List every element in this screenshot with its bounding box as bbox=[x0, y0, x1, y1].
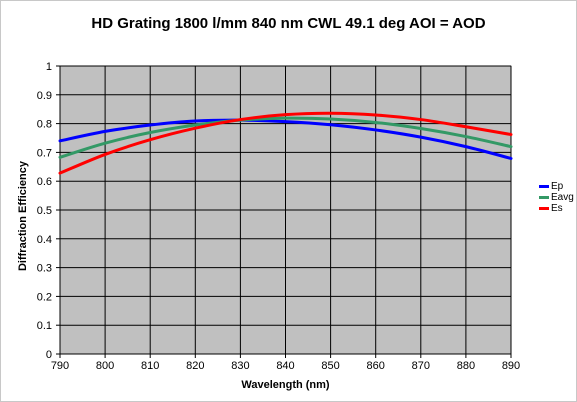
x-axis-title: Wavelength (nm) bbox=[241, 379, 330, 391]
y-tick-label: 0 bbox=[46, 349, 52, 361]
x-tick-label: 850 bbox=[321, 360, 339, 372]
x-tick-label: 880 bbox=[457, 360, 475, 372]
axes: 0 0.1 0.2 0.3 0.4 0.5 0.6 0.7 0.8 0.9 1 790 800 810 82… bbox=[37, 61, 520, 372]
legend-swatch bbox=[539, 196, 549, 199]
x-tick-label: 800 bbox=[96, 360, 114, 372]
legend-swatch bbox=[539, 207, 549, 210]
y-tick-label: 0.6 bbox=[37, 176, 52, 188]
chart-title: HD Grating 1800 l/mm 840 nm CWL 49.1 deg… bbox=[91, 15, 486, 32]
legend-item-eavg: Eavg bbox=[539, 192, 574, 203]
legend-label: Ep bbox=[551, 181, 564, 192]
y-tick-label: 0.4 bbox=[37, 234, 52, 246]
x-tick-label: 830 bbox=[231, 360, 249, 372]
x-tick-label: 810 bbox=[141, 360, 159, 372]
legend-item-ep: Ep bbox=[539, 181, 574, 192]
y-tick-label: 0.7 bbox=[37, 147, 52, 159]
series-line-eavg bbox=[58, 116, 513, 159]
series-line-es bbox=[58, 111, 513, 175]
x-tick-label: 820 bbox=[186, 360, 204, 372]
y-tick-label: 0.3 bbox=[37, 263, 52, 275]
x-tick-label: 870 bbox=[412, 360, 430, 372]
y-tick-label: 0.8 bbox=[37, 119, 52, 131]
x-tick-label: 860 bbox=[367, 360, 385, 372]
x-tick-label: 890 bbox=[502, 360, 520, 372]
legend-item-es: Es bbox=[539, 203, 574, 214]
y-tick-label: 1 bbox=[46, 61, 52, 73]
x-tick-label: 840 bbox=[276, 360, 294, 372]
legend-label: Es bbox=[551, 203, 563, 214]
y-tick-label: 0.1 bbox=[37, 320, 52, 332]
legend-swatch bbox=[539, 185, 549, 188]
x-tick-label: 790 bbox=[51, 360, 69, 372]
legend-label: Eavg bbox=[551, 192, 574, 203]
legend: Ep Eavg Es bbox=[539, 181, 574, 214]
y-tick-label: 0.2 bbox=[37, 291, 52, 303]
series-lines bbox=[58, 111, 513, 175]
y-tick-label: 0.9 bbox=[37, 90, 52, 102]
series-line-ep bbox=[58, 118, 513, 160]
y-tick-label: 0.5 bbox=[37, 205, 52, 217]
